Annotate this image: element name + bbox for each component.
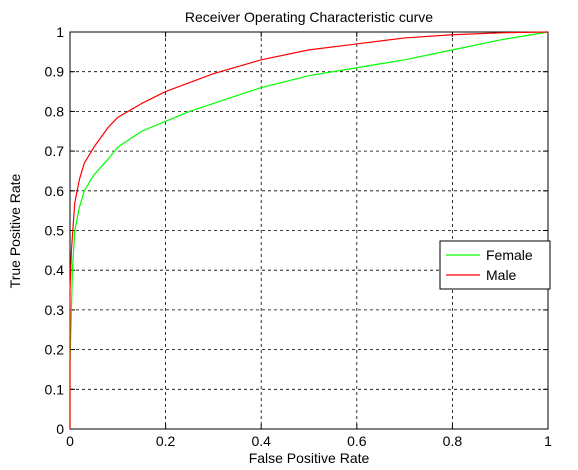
y-tick-label: 0.1 [45, 381, 65, 397]
x-tick-label: 0.6 [347, 433, 367, 449]
y-tick-label: 0.4 [45, 262, 65, 278]
legend-box [439, 240, 551, 290]
y-tick-label: 0.5 [45, 223, 65, 239]
x-tick-label: 1 [544, 433, 552, 449]
x-axis-title: False Positive Rate [249, 450, 370, 466]
y-tick-label: 0.8 [45, 103, 65, 119]
series-lines [69, 31, 549, 429]
y-axis-title: True Positive Rate [7, 173, 23, 288]
legend-label-female: Female [486, 247, 533, 263]
series-line-female [69, 31, 549, 429]
y-tick-label: 1 [56, 24, 64, 40]
y-tick-label: 0.6 [45, 183, 65, 199]
y-tick-label: 0.7 [45, 143, 65, 159]
series-line-male [69, 31, 549, 429]
plot-area [69, 31, 549, 430]
x-tick-label: 0.4 [251, 433, 271, 449]
axis-ticks: 0 0.2 0.4 0.6 0.8 1 0 0.1 0.2 0.3 0.4 0.5 0.6 0.7 0.8 0… [45, 24, 553, 449]
x-tick-label: 0 [66, 433, 74, 449]
y-tick-label: 0 [56, 421, 64, 437]
y-tick-label: 0.2 [45, 342, 65, 358]
legend: Female Male [439, 240, 551, 290]
x-tick-label: 0.2 [156, 433, 176, 449]
y-tick-label: 0.3 [45, 302, 65, 318]
y-tick-label: 0.9 [45, 64, 65, 80]
chart-title: Receiver Operating Characteristic curve [185, 9, 433, 25]
grid-lines [70, 32, 548, 429]
legend-label-male: Male [486, 267, 517, 283]
x-tick-label: 0.8 [443, 433, 463, 449]
